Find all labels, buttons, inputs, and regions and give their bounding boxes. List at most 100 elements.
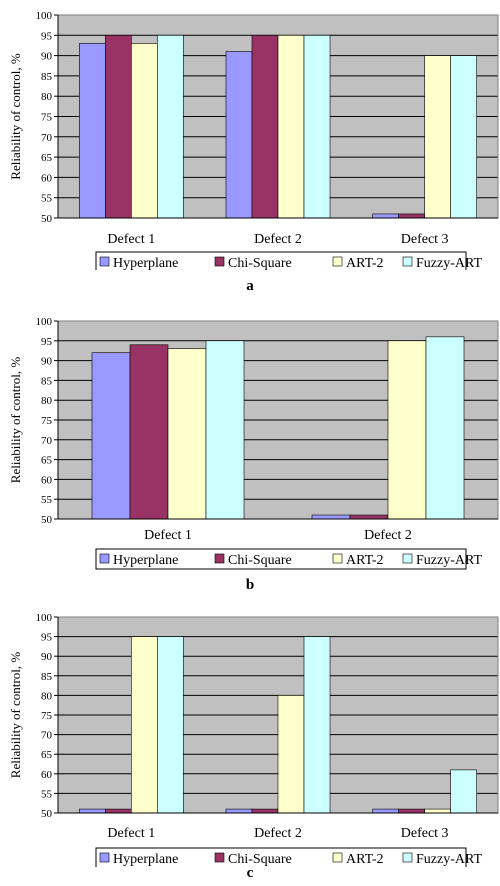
panel-label-b: b (245, 577, 255, 593)
y-tick-label: 100 (36, 612, 53, 624)
y-tick-label: 100 (36, 316, 53, 328)
bar-art-2-1 (167, 348, 207, 520)
bar-hyperplane-2 (225, 808, 253, 814)
legend-chi-square-swatch (214, 256, 225, 267)
bar-art-2-2 (387, 340, 427, 520)
legend-fuzzy-art-swatch (402, 256, 413, 267)
legend: Hyperplane Chi-Square ART-2 Fuzzy-ART (95, 847, 482, 869)
y-tick-label: 65 (41, 749, 53, 761)
legend-fuzzy-art-label: Fuzzy-ART (416, 256, 482, 270)
y-tick-label: 95 (41, 30, 53, 42)
legend-art-2-swatch (332, 852, 343, 863)
y-axis-label: Reliability of control, % (8, 652, 23, 779)
legend-art-2-label: ART-2 (346, 852, 384, 867)
bar-art-2-3 (424, 55, 451, 219)
bar-hyperplane-3 (372, 213, 399, 219)
legend-hyperplane-swatch (99, 553, 110, 564)
y-tick-label: 55 (41, 193, 53, 205)
chart-b: 50 55 60 65 70 75 80 85 90 95 100 Defect 1 Defect 2 R… (8, 316, 499, 570)
y-tick-label: 75 (41, 415, 53, 427)
bar-hyperplane-1 (79, 808, 106, 814)
y-tick-label: 90 (41, 51, 53, 63)
legend-chi-square-swatch (214, 553, 225, 564)
chart-panel-c: 50 55 60 65 70 75 80 85 90 95 100 Defect 1 Defect 2 D… (0, 602, 500, 872)
y-tick-label: 70 (41, 132, 53, 144)
bar-chi-square-2 (349, 514, 389, 520)
legend-art-2-label: ART-2 (346, 256, 384, 270)
y-axis-label: Reliability of control, % (8, 53, 23, 180)
y-tick-label: 85 (41, 71, 53, 83)
legend-box (95, 548, 467, 570)
bar-art-2-1 (131, 636, 158, 814)
y-tick-label: 90 (41, 651, 53, 663)
chart-c: 50 55 60 65 70 75 80 85 90 95 100 Defect 1 Defect 2 D… (8, 612, 499, 869)
y-tick-label: 55 (41, 494, 53, 506)
legend-hyperplane-label: Hyperplane (113, 852, 178, 867)
legend: Hyperplane Chi-Square ART-2 Fuzzy-ART (95, 251, 482, 273)
y-tick-label: 80 (41, 91, 53, 103)
bar-fuzzy-art-3 (450, 769, 477, 814)
category-label: Defect 1 (144, 528, 192, 543)
legend-hyperplane-label: Hyperplane (113, 553, 178, 568)
y-tick-label: 50 (41, 514, 53, 526)
bar-chi-square-3 (398, 213, 425, 219)
legend-hyperplane-swatch (99, 852, 110, 863)
y-tick-label: 70 (41, 435, 53, 447)
y-tick-label: 60 (41, 769, 53, 781)
y-tick-label: 80 (41, 395, 53, 407)
category-label: Defect 3 (401, 826, 449, 841)
category-label: Defect 1 (107, 232, 155, 247)
y-tick-label: 65 (41, 152, 53, 164)
bar-fuzzy-art-1 (157, 636, 184, 814)
bar-art-2-1 (131, 43, 158, 219)
category-label: Defect 3 (401, 232, 449, 247)
bar-chi-square-1 (105, 808, 132, 814)
bar-fuzzy-art-1 (157, 34, 184, 219)
legend-chi-square-label: Chi-Square (228, 256, 292, 270)
bar-hyperplane-3 (372, 808, 399, 814)
y-tick-label: 95 (41, 336, 53, 348)
bar-chi-square-2 (251, 808, 279, 814)
y-tick-label: 100 (36, 10, 53, 22)
category-label: Defect 1 (107, 826, 155, 841)
legend-art-2-label: ART-2 (346, 553, 384, 568)
y-tick-label: 80 (41, 690, 53, 702)
y-tick-label: 70 (41, 730, 53, 742)
chart-a: 50 55 60 65 70 75 80 85 90 95 100 Defect 1 Defect 2 D… (8, 10, 499, 273)
bar-chi-square-1 (129, 344, 169, 520)
y-tick-label: 50 (41, 213, 53, 225)
legend-art-2-swatch (332, 553, 343, 564)
legend-hyperplane-swatch (99, 256, 110, 267)
legend-chi-square-swatch (214, 852, 225, 863)
y-tick-label: 90 (41, 356, 53, 368)
chart-panel-b: 50 55 60 65 70 75 80 85 90 95 100 Defect 1 Defect 2 R… (0, 305, 500, 580)
bar-fuzzy-art-3 (450, 55, 477, 219)
bar-fuzzy-art-2 (425, 336, 465, 520)
bar-fuzzy-art-2 (303, 34, 331, 219)
legend-fuzzy-art-swatch (402, 553, 413, 564)
bar-hyperplane-1 (91, 352, 131, 520)
y-axis-label: Reliability of control, % (8, 357, 23, 484)
legend-chi-square-label: Chi-Square (228, 852, 292, 867)
bar-fuzzy-art-1 (205, 340, 245, 520)
bar-art-2-2 (277, 34, 305, 219)
bar-art-2-2 (277, 695, 305, 814)
legend-fuzzy-art-swatch (402, 852, 413, 863)
category-label: Defect 2 (254, 232, 302, 247)
panel-label-a: a (246, 278, 254, 294)
category-label: Defect 2 (364, 528, 412, 543)
legend-fuzzy-art-label: Fuzzy-ART (416, 553, 482, 568)
legend-chi-square-label: Chi-Square (228, 553, 292, 568)
bar-chi-square-2 (251, 34, 279, 219)
y-tick-label: 60 (41, 172, 53, 184)
category-label: Defect 2 (254, 826, 302, 841)
bar-hyperplane-2 (311, 514, 351, 520)
y-tick-label: 65 (41, 455, 53, 467)
chart-panel-a: 50 55 60 65 70 75 80 85 90 95 100 Defect 1 Defect 2 D… (0, 0, 500, 275)
panel-label-c: c (246, 865, 254, 881)
legend-hyperplane-label: Hyperplane (113, 256, 178, 270)
y-tick-label: 85 (41, 671, 53, 683)
legend-art-2-swatch (332, 256, 343, 267)
legend-fuzzy-art-label: Fuzzy-ART (416, 852, 482, 867)
y-tick-label: 60 (41, 474, 53, 486)
